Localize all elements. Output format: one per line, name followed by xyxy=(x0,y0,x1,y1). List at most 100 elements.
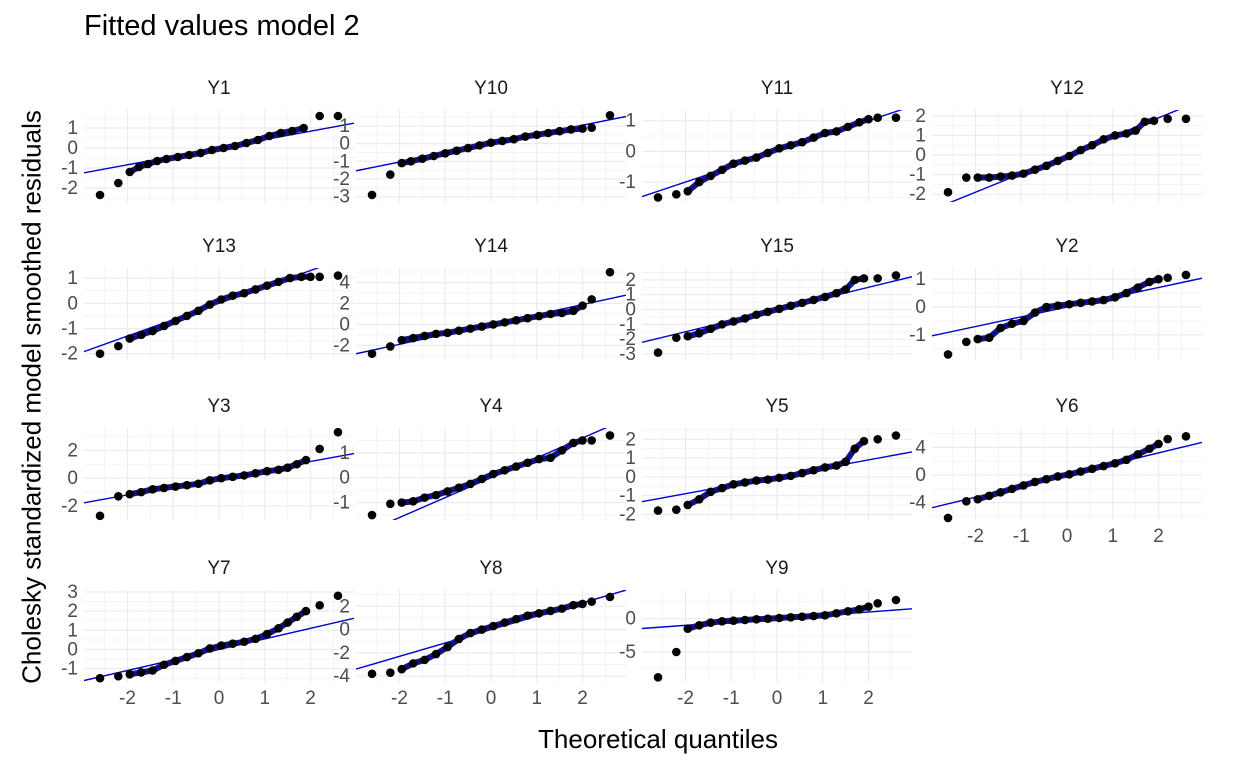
panel-strip-label: Y8 xyxy=(479,558,502,579)
data-point xyxy=(251,634,260,644)
data-point xyxy=(566,125,576,134)
data-point xyxy=(672,647,681,657)
x-tick-label: 1 xyxy=(259,688,270,709)
data-point xyxy=(173,152,183,162)
data-point xyxy=(230,141,240,151)
data-point xyxy=(431,490,441,500)
data-point xyxy=(171,316,180,326)
panel-y11: Y11 -1 0 1 xyxy=(619,78,912,202)
data-point xyxy=(1042,161,1051,171)
data-point xyxy=(1122,129,1131,138)
data-point xyxy=(763,614,773,623)
data-point xyxy=(216,641,226,650)
data-point xyxy=(207,145,217,155)
data-point xyxy=(841,285,850,294)
data-point xyxy=(1030,165,1040,175)
data-point xyxy=(452,146,461,155)
data-point xyxy=(301,455,311,465)
data-point xyxy=(859,274,869,283)
data-point xyxy=(763,148,773,158)
panel-strip-label: Y13 xyxy=(202,236,236,257)
y-tick-label: 0 xyxy=(67,138,78,159)
chart-title: Fitted values model 2 xyxy=(84,10,360,42)
data-point xyxy=(891,113,901,122)
y-tick-label: -2 xyxy=(619,329,636,350)
data-point xyxy=(171,482,180,491)
y-tick-label: 1 xyxy=(67,620,78,641)
data-point xyxy=(205,644,215,653)
data-point xyxy=(587,597,596,606)
panel-strip-label: Y11 xyxy=(761,78,793,99)
x-tick-label: 1 xyxy=(531,688,542,709)
panel-y6: Y6 -4 0 4 -2 -1 0 1 2 xyxy=(909,396,1202,547)
data-point xyxy=(488,320,498,329)
data-point xyxy=(148,485,157,494)
data-point xyxy=(315,111,324,121)
data-point xyxy=(864,602,873,611)
data-point xyxy=(1131,126,1140,135)
data-point xyxy=(299,123,308,133)
data-point xyxy=(973,334,983,344)
data-point xyxy=(431,329,441,339)
data-point xyxy=(809,611,818,621)
data-point xyxy=(797,137,807,147)
data-point xyxy=(1154,439,1163,449)
data-point xyxy=(1019,316,1028,326)
data-point xyxy=(1099,135,1108,144)
data-point xyxy=(683,331,693,341)
data-point xyxy=(1019,169,1028,178)
data-point xyxy=(843,607,853,616)
qq-point-band xyxy=(974,117,1157,181)
data-point xyxy=(500,465,510,475)
data-point xyxy=(1163,434,1172,444)
data-point xyxy=(136,668,146,677)
panel-strip-label: Y5 xyxy=(765,396,788,417)
data-point xyxy=(486,138,496,148)
y-tick-label: 1 xyxy=(625,285,636,306)
panel-y3: Y3 -2 0 2 xyxy=(61,396,354,521)
data-point xyxy=(488,621,498,631)
data-point xyxy=(740,314,750,323)
data-point xyxy=(1042,302,1051,312)
data-point xyxy=(367,669,377,679)
data-point xyxy=(729,480,738,489)
data-point xyxy=(1076,298,1086,308)
data-point xyxy=(1140,117,1150,127)
data-point xyxy=(850,444,860,453)
data-point xyxy=(454,634,464,644)
data-point xyxy=(1064,151,1074,161)
data-point xyxy=(228,291,238,301)
data-point xyxy=(729,317,738,326)
data-point xyxy=(315,272,324,282)
data-point xyxy=(653,193,663,202)
data-point xyxy=(706,171,715,181)
data-point xyxy=(228,639,238,648)
data-point xyxy=(1007,171,1017,180)
data-point xyxy=(943,350,953,359)
data-point xyxy=(706,618,715,627)
data-point xyxy=(1163,114,1172,124)
data-point xyxy=(511,614,521,624)
data-point xyxy=(1133,283,1143,292)
data-point xyxy=(509,134,519,144)
data-point xyxy=(740,478,750,487)
data-point xyxy=(397,158,407,168)
data-point xyxy=(477,625,487,634)
data-point xyxy=(683,624,693,633)
data-point xyxy=(973,173,983,182)
y-tick-label: 0 xyxy=(915,145,926,166)
data-point xyxy=(162,154,171,164)
y-tick-label: 0 xyxy=(339,314,350,335)
data-point xyxy=(386,668,395,677)
y-tick-label: 1 xyxy=(67,118,78,139)
data-point xyxy=(292,612,302,622)
panel-y4: Y4 -1 0 1 xyxy=(333,396,626,520)
x-tick-label: 2 xyxy=(577,688,588,709)
x-tick-label: 0 xyxy=(1062,526,1073,547)
data-point xyxy=(95,349,105,358)
x-tick-label: -2 xyxy=(677,688,694,709)
x-tick-label: 0 xyxy=(772,688,783,709)
